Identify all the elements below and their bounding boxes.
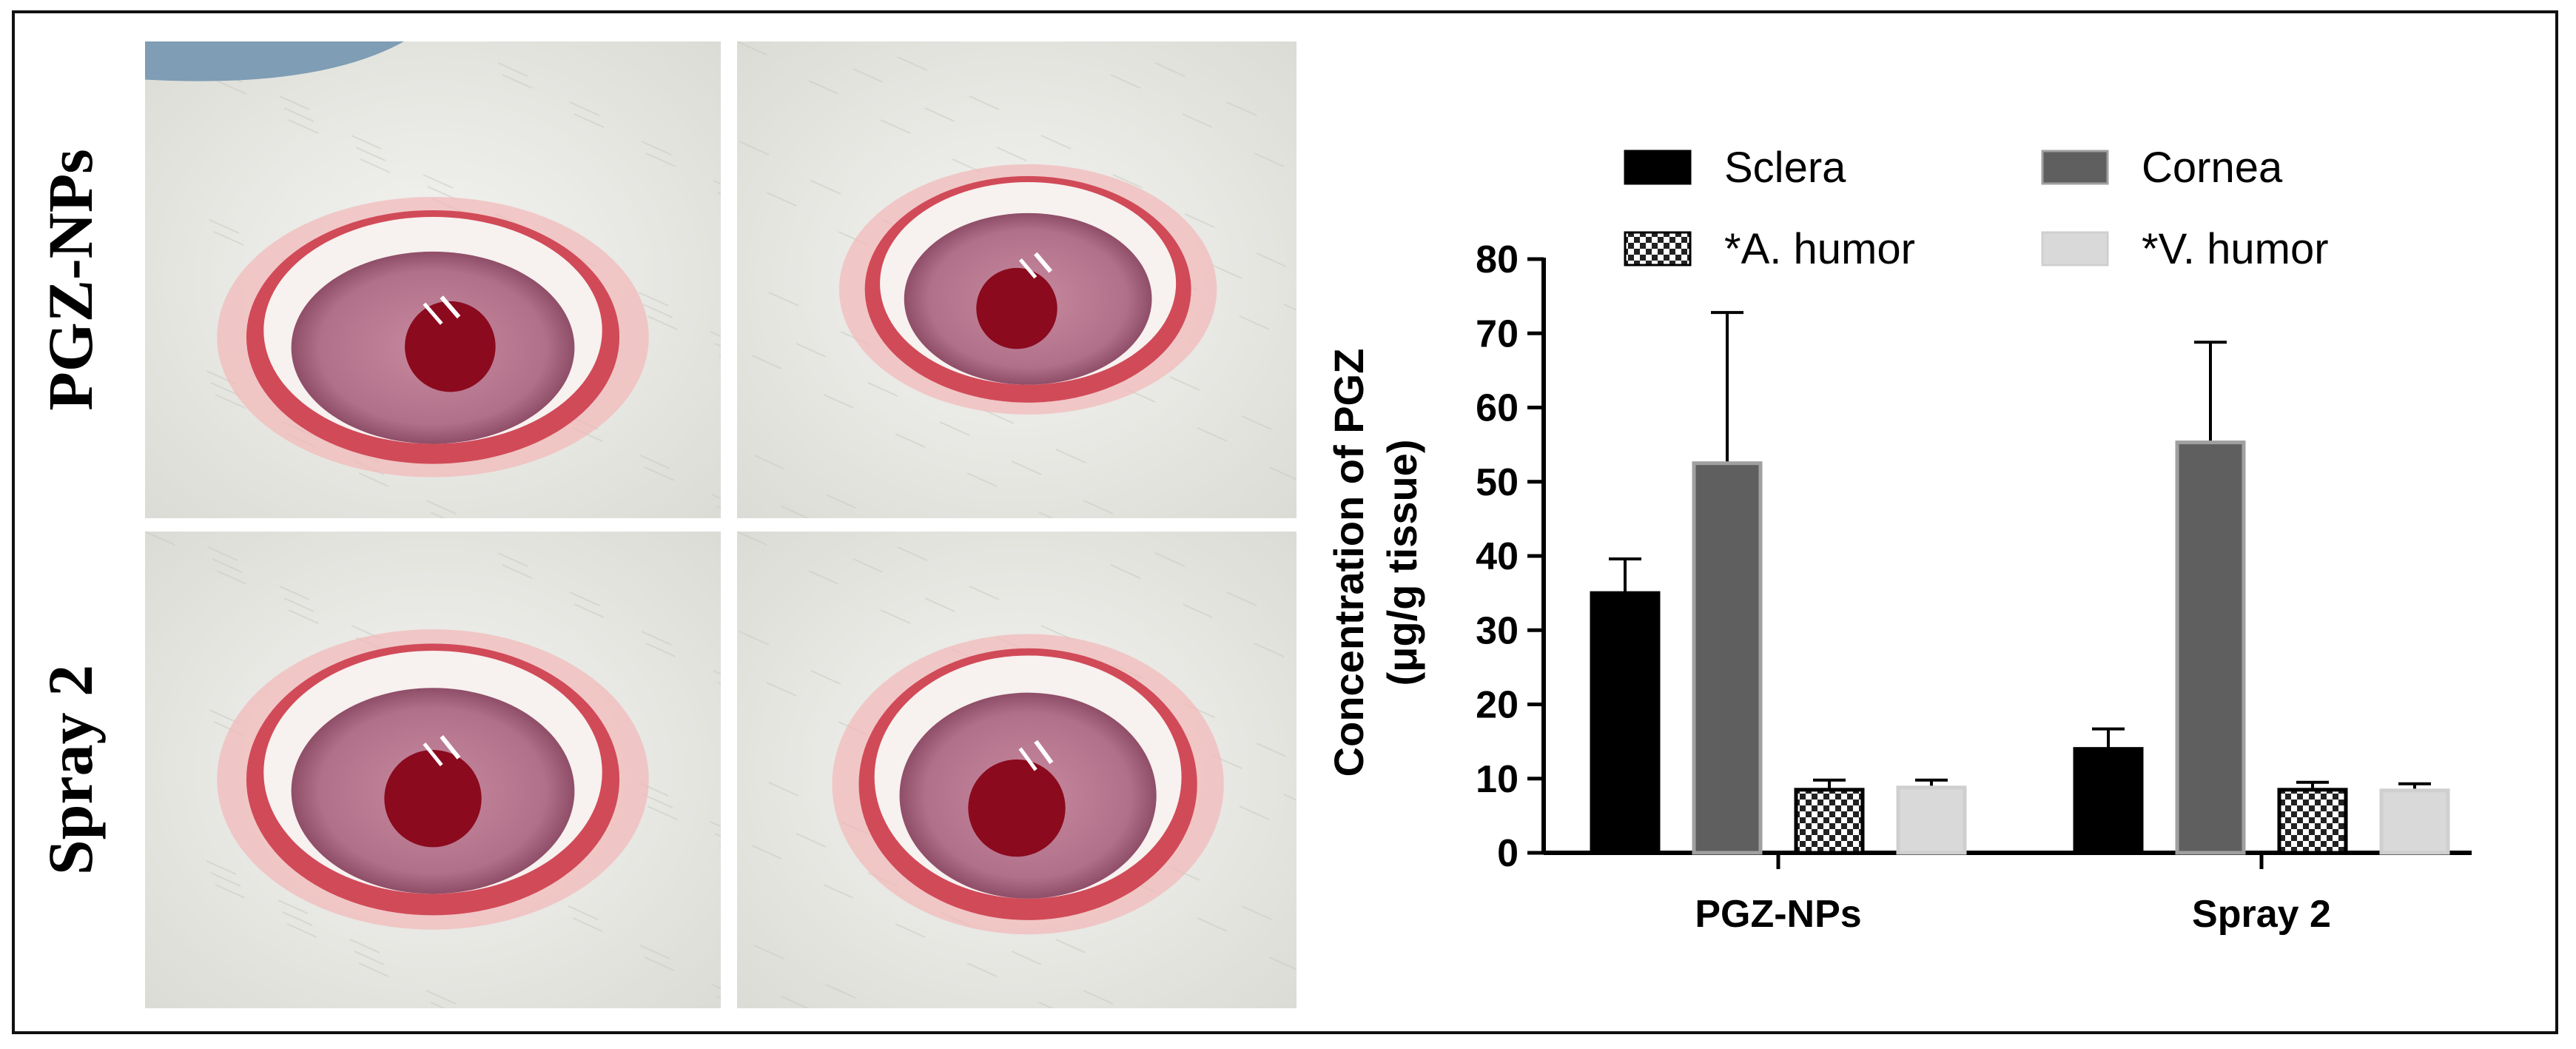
- reflection: [440, 295, 461, 319]
- bar-sclera-0: [1590, 591, 1661, 855]
- y-tick-label: 30: [1476, 609, 1519, 652]
- pupil: [968, 759, 1066, 857]
- legend-swatch: [1624, 150, 1692, 185]
- rabbit-eye-photo: [737, 532, 1297, 1008]
- bar-ahumor-1: [2277, 788, 2348, 855]
- y-tick-label: 10: [1476, 758, 1519, 801]
- legend-label: *V. humor: [2142, 225, 2329, 273]
- legend-swatch: [2041, 231, 2109, 267]
- x-tick-label: PGZ-NPs: [1695, 893, 1861, 936]
- y-axis-label: Concentration of PGZ (μg/g tissue): [1325, 349, 1425, 777]
- reflection: [1018, 747, 1038, 771]
- bar-ahumor-0: [1794, 788, 1865, 855]
- legend-swatch: [2041, 150, 2109, 185]
- eye-photo-top-right: [737, 41, 1297, 518]
- pupil: [384, 749, 482, 848]
- legend-label: Sclera: [1724, 144, 1846, 192]
- legend-label: *A. humor: [1724, 225, 1915, 273]
- reflection: [423, 302, 443, 325]
- rabbit-eye-photo: [145, 41, 721, 518]
- y-tick-label: 20: [1476, 684, 1519, 727]
- y-tick-label: 80: [1476, 238, 1519, 281]
- reflection: [1034, 740, 1054, 765]
- pupil: [976, 267, 1057, 349]
- reflection: [423, 743, 443, 767]
- bar-cornea-0: [1692, 461, 1763, 855]
- bar-vhumor-1: [2379, 788, 2450, 855]
- eye-photo-bottom-left: [145, 532, 721, 1008]
- y-tick-label: 0: [1497, 832, 1519, 875]
- pupil: [405, 301, 496, 392]
- reflection: [1019, 258, 1038, 279]
- legend-label: Cornea: [2142, 144, 2283, 192]
- x-tick-label: Spray 2: [2192, 893, 2331, 936]
- y-tick-label: 50: [1476, 461, 1519, 504]
- y-tick-label: 40: [1476, 535, 1519, 578]
- reflection: [440, 735, 461, 760]
- reflection: [1034, 252, 1053, 273]
- eye-photo-top-left: [145, 41, 721, 518]
- y-tick-label: 70: [1476, 312, 1519, 355]
- rabbit-eye-photo: [737, 41, 1297, 518]
- bar-sclera-1: [2073, 747, 2144, 855]
- bar-cornea-1: [2175, 440, 2246, 855]
- bar-vhumor-0: [1896, 785, 1967, 855]
- legend-swatch: [1624, 231, 1692, 267]
- eye-photo-bottom-right: [737, 532, 1297, 1008]
- rabbit-eye-photo: [145, 532, 721, 1008]
- drape: [145, 41, 405, 81]
- y-tick-label: 60: [1476, 387, 1519, 430]
